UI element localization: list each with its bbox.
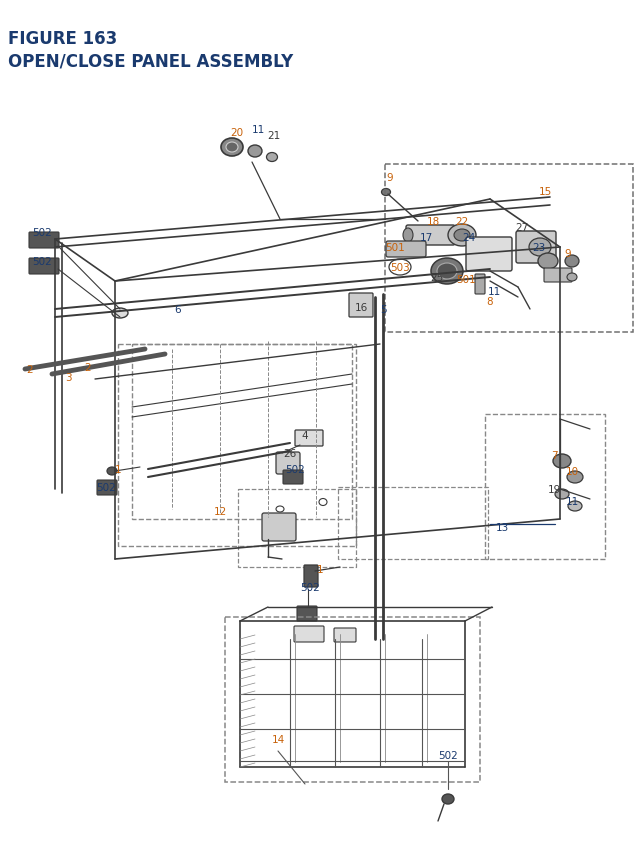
Bar [238, 489, 356, 567]
Text: 502: 502 [32, 228, 52, 238]
Text: 20: 20 [230, 127, 244, 138]
FancyBboxPatch shape [334, 629, 356, 642]
Ellipse shape [538, 254, 558, 269]
Text: 26: 26 [284, 449, 296, 458]
FancyBboxPatch shape [294, 626, 324, 642]
Bar [132, 344, 352, 519]
FancyBboxPatch shape [295, 430, 323, 447]
Ellipse shape [442, 794, 454, 804]
Text: 1: 1 [115, 464, 122, 474]
Ellipse shape [266, 153, 278, 163]
Text: 17: 17 [419, 232, 433, 243]
Ellipse shape [431, 258, 463, 285]
Text: 3: 3 [65, 373, 71, 382]
Ellipse shape [381, 189, 390, 196]
Text: 2: 2 [84, 362, 92, 373]
Ellipse shape [555, 489, 569, 499]
Text: 9: 9 [387, 173, 394, 183]
FancyBboxPatch shape [466, 238, 512, 272]
Text: 18: 18 [426, 217, 440, 226]
Text: 502: 502 [438, 750, 458, 760]
Text: 24: 24 [462, 232, 476, 243]
FancyBboxPatch shape [29, 232, 59, 249]
Bar [225, 617, 480, 782]
Text: OPEN/CLOSE PANEL ASSEMBLY: OPEN/CLOSE PANEL ASSEMBLY [8, 52, 293, 70]
Text: 11: 11 [252, 125, 264, 135]
FancyBboxPatch shape [475, 275, 485, 294]
FancyBboxPatch shape [97, 480, 117, 495]
Text: 4: 4 [301, 430, 308, 441]
Text: 27: 27 [515, 223, 529, 232]
Text: 11: 11 [488, 287, 500, 297]
Text: 23: 23 [532, 243, 546, 253]
Ellipse shape [529, 238, 551, 257]
Ellipse shape [112, 308, 128, 319]
Text: 502: 502 [300, 582, 320, 592]
Text: 502: 502 [32, 257, 52, 267]
Text: 501: 501 [456, 275, 476, 285]
FancyBboxPatch shape [386, 242, 426, 257]
Text: 502: 502 [96, 482, 116, 492]
FancyBboxPatch shape [276, 453, 300, 474]
Ellipse shape [403, 229, 413, 243]
Text: 12: 12 [213, 506, 227, 517]
Text: 9: 9 [564, 249, 572, 258]
Ellipse shape [565, 256, 579, 268]
Ellipse shape [567, 472, 583, 483]
Ellipse shape [454, 230, 470, 242]
Text: 501: 501 [385, 243, 405, 253]
FancyBboxPatch shape [262, 513, 296, 542]
FancyBboxPatch shape [516, 232, 556, 263]
Text: 11: 11 [565, 497, 579, 506]
FancyBboxPatch shape [29, 258, 59, 275]
Ellipse shape [221, 139, 243, 157]
Bar [485, 414, 605, 560]
Text: 21: 21 [268, 131, 280, 141]
Ellipse shape [567, 274, 577, 282]
Text: 1: 1 [317, 564, 323, 574]
FancyBboxPatch shape [297, 606, 317, 622]
Text: 7: 7 [550, 450, 557, 461]
Text: 14: 14 [271, 734, 285, 744]
Text: 8: 8 [486, 297, 493, 307]
Text: 13: 13 [495, 523, 509, 532]
Text: 502: 502 [285, 464, 305, 474]
Bar [338, 487, 488, 560]
Text: 16: 16 [355, 303, 367, 313]
Ellipse shape [248, 146, 262, 158]
Text: 22: 22 [456, 217, 468, 226]
Ellipse shape [226, 143, 238, 152]
Bar [118, 344, 356, 547]
Ellipse shape [568, 501, 582, 511]
FancyBboxPatch shape [406, 226, 455, 245]
Text: 19: 19 [547, 485, 561, 494]
Text: FIGURE 163: FIGURE 163 [8, 30, 117, 48]
Text: 5: 5 [380, 305, 387, 314]
FancyBboxPatch shape [544, 269, 572, 282]
Ellipse shape [107, 468, 117, 475]
Ellipse shape [437, 263, 457, 280]
Text: 10: 10 [565, 467, 579, 476]
FancyBboxPatch shape [349, 294, 373, 318]
FancyBboxPatch shape [304, 566, 318, 587]
Text: 15: 15 [538, 187, 552, 197]
Ellipse shape [448, 225, 476, 247]
Text: 6: 6 [175, 305, 181, 314]
Text: 25: 25 [430, 273, 444, 282]
Ellipse shape [553, 455, 571, 468]
Bar [385, 164, 633, 332]
Text: 503: 503 [390, 263, 410, 273]
Text: 2: 2 [27, 364, 33, 375]
FancyBboxPatch shape [283, 470, 303, 485]
